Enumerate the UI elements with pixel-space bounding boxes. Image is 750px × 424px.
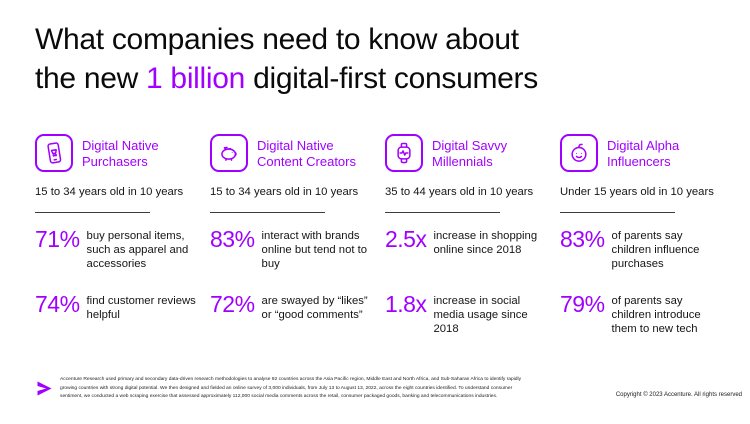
stat-row: 2.5x increase in shopping online since 2… (385, 228, 547, 257)
persona-age-range: Under 15 years old in 10 years (560, 186, 714, 198)
persona-header: Digital Native Purchasers (35, 134, 197, 176)
stat-value: 2.5x (385, 226, 427, 252)
persona-heading: Digital Native Purchasers (82, 138, 159, 169)
accenture-chevron-icon (34, 378, 55, 399)
persona-header: Digital Native Content Creators (210, 134, 372, 176)
stat-slot: 74% find customer reviews helpful (35, 293, 197, 358)
persona-header: Digital Savvy Millennials (385, 134, 547, 176)
stat-value: 74% (35, 291, 80, 317)
stat-row: 71% buy personal items, such as apparel … (35, 228, 197, 271)
stat-slot: 83% of parents say children influence pu… (560, 228, 722, 293)
stat-slot: 71% buy personal items, such as apparel … (35, 228, 197, 293)
title-line-1: What companies need to know about (35, 23, 519, 56)
title-highlight: 1 billion (146, 62, 246, 95)
persona-age-range: 15 to 34 years old in 10 years (35, 186, 184, 198)
divider-line (210, 212, 325, 213)
persona-age-range: 35 to 44 years old in 10 years (385, 186, 534, 198)
stat-row: 72% are swayed by “likes” or “good comme… (210, 293, 372, 322)
stat-slot: 72% are swayed by “likes” or “good comme… (210, 293, 372, 358)
disclaimer-line: growing countries with strong digital po… (60, 385, 513, 391)
stat-description: interact with brands online but tend not… (261, 230, 368, 270)
persona-age-range: 15 to 34 years old in 10 years (210, 186, 359, 198)
stat-description: increase in shopping online since 2018 (433, 230, 538, 256)
persona-card-digital-native-purchasers: Digital Native Purchasers 15 to 34 years… (35, 134, 197, 358)
divider-line (385, 212, 500, 213)
copyright-notice: Copyright © 2023 Accenture. All rights r… (615, 392, 742, 398)
persona-card-digital-alpha-influencers: Digital Alpha Influencers Under 15 years… (560, 134, 722, 358)
stat-description: of parents say children influence purcha… (611, 230, 700, 270)
persona-header: Digital Alpha Influencers (560, 134, 722, 176)
research-disclaimer: Accenture Research used primary and seco… (60, 376, 565, 402)
persona-card-digital-savvy-millennials: Digital Savvy Millennials 35 to 44 years… (385, 134, 547, 358)
page-title: What companies need to know about the ne… (35, 20, 538, 98)
stat-value: 71% (35, 226, 80, 252)
stat-slot: 1.8x increase in social media usage sinc… (385, 293, 547, 358)
stat-description: find customer reviews helpful (86, 295, 196, 321)
title-line-2: the new 1 billion digital-first consumer… (35, 59, 538, 98)
stat-description: buy personal items, such as apparel and … (86, 230, 189, 270)
disclaimer-line: sentiment, we conducted a web scraping e… (60, 394, 498, 400)
disclaimer-line: Accenture Research used primary and seco… (60, 377, 522, 382)
divider-line (35, 212, 150, 213)
stat-row: 1.8x increase in social media usage sinc… (385, 293, 547, 336)
stat-value: 83% (210, 226, 255, 252)
stat-description: increase in social media usage since 201… (433, 295, 528, 335)
stat-value: 1.8x (385, 291, 427, 317)
smartwatch-icon (385, 134, 423, 172)
stat-row: 74% find customer reviews helpful (35, 293, 197, 322)
stat-slot: 79% of parents say children introduce th… (560, 293, 722, 358)
persona-columns: Digital Native Purchasers 15 to 34 years… (35, 134, 722, 358)
stat-description: of parents say children introduce them t… (611, 295, 701, 335)
baby-face-icon (560, 134, 598, 172)
persona-heading: Digital Native Content Creators (257, 138, 356, 169)
stat-slot: 2.5x increase in shopping online since 2… (385, 228, 547, 293)
piggy-bank-icon (210, 134, 248, 172)
stat-value: 79% (560, 291, 605, 317)
stat-description: are swayed by “likes” or “good comments” (261, 295, 368, 321)
divider-line (560, 212, 675, 213)
persona-heading: Digital Savvy Millennials (432, 138, 508, 169)
phone-shopping-icon (35, 134, 73, 172)
stat-row: 83% interact with brands online but tend… (210, 228, 372, 271)
stat-row: 79% of parents say children introduce th… (560, 293, 722, 336)
title-line-2-suffix: digital-first consumers (245, 62, 538, 95)
stat-value: 83% (560, 226, 605, 252)
persona-card-digital-native-content-creators: Digital Native Content Creators 15 to 34… (210, 134, 372, 358)
stat-row: 83% of parents say children influence pu… (560, 228, 722, 271)
stat-slot: 83% interact with brands online but tend… (210, 228, 372, 293)
stat-value: 72% (210, 291, 255, 317)
persona-heading: Digital Alpha Influencers (607, 138, 680, 169)
title-line-2-prefix: the new (35, 62, 147, 95)
